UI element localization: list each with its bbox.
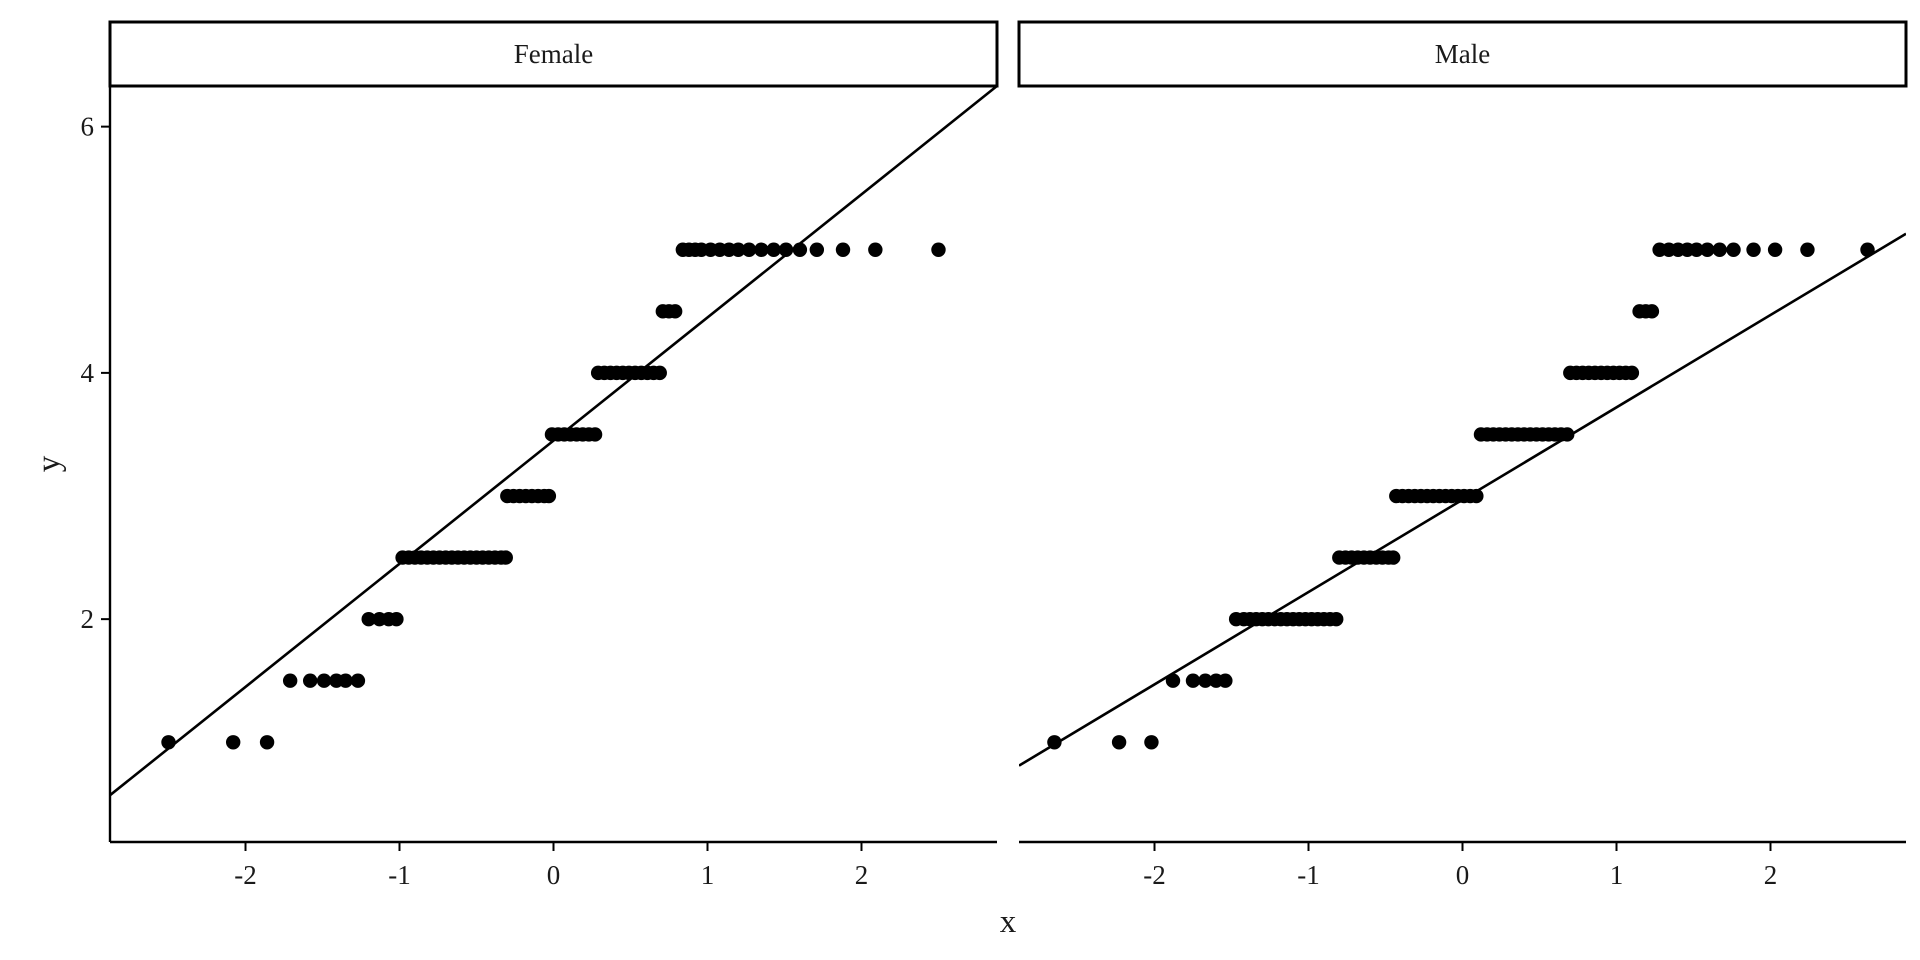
- strip-label: Male: [1435, 39, 1490, 69]
- data-point: [1111, 735, 1127, 750]
- y-tick-label: 4: [81, 358, 95, 388]
- data-point: [931, 242, 946, 257]
- x-axis-title: x: [1000, 904, 1017, 940]
- data-point: [766, 242, 781, 257]
- data-point: [1712, 242, 1727, 257]
- data-point: [161, 735, 176, 750]
- data-point: [389, 611, 404, 627]
- data-point: [1800, 242, 1815, 257]
- panel-male: Male -2 -1 0 1 2: [1017, 20, 1908, 890]
- data-point: [498, 550, 513, 565]
- data-point: [1218, 673, 1233, 688]
- data-point: [1726, 242, 1741, 257]
- data-point: [868, 242, 883, 257]
- data-point: [1165, 673, 1181, 688]
- data-point: [1469, 488, 1484, 504]
- data-point: [282, 673, 298, 688]
- data-point: [1329, 611, 1344, 627]
- data-point: [667, 304, 683, 319]
- data-point: [1644, 304, 1660, 319]
- data-point: [731, 242, 746, 257]
- data-point: [1860, 242, 1875, 257]
- data-point: [1185, 673, 1201, 688]
- data-point: [259, 735, 275, 750]
- strip-header: [108, 20, 999, 88]
- strip-header: [1017, 20, 1908, 88]
- x-tick-label: 2: [1764, 860, 1778, 890]
- data-point: [1386, 550, 1401, 565]
- data-point: [350, 673, 366, 688]
- data-point: [361, 611, 376, 627]
- data-point: [1689, 242, 1704, 257]
- x-tick-label: -1: [388, 860, 411, 890]
- x-tick-label: 0: [547, 860, 561, 890]
- y-tick-label: 2: [81, 604, 95, 634]
- data-point: [1560, 427, 1575, 442]
- data-point: [778, 242, 794, 257]
- panel-female: Female 2 4 6 -2 -1 0 1 2: [81, 20, 999, 890]
- y-tick-label: 6: [81, 112, 95, 142]
- data-point: [809, 242, 825, 257]
- data-point: [587, 427, 603, 442]
- data-point: [225, 735, 241, 750]
- data-point: [302, 673, 318, 688]
- data-points: [1047, 242, 1875, 750]
- strip-label: Female: [514, 39, 593, 69]
- data-point: [1767, 242, 1783, 257]
- x-tick-label: 1: [701, 860, 715, 890]
- data-point: [835, 242, 851, 257]
- data-point: [754, 242, 769, 257]
- data-point: [741, 242, 757, 257]
- y-axis-title: y: [31, 455, 67, 472]
- x-tick-label: -2: [1143, 860, 1166, 890]
- data-point: [1198, 673, 1213, 688]
- x-tick-label: -2: [234, 860, 257, 890]
- data-point: [1700, 242, 1715, 257]
- x-tick-label: -1: [1297, 860, 1320, 890]
- data-points: [161, 242, 946, 750]
- x-tick-label: 0: [1456, 860, 1470, 890]
- data-point: [338, 673, 353, 688]
- data-point: [1144, 735, 1159, 750]
- x-tick-label: 2: [855, 860, 869, 890]
- data-point: [316, 673, 332, 688]
- data-point: [541, 488, 557, 504]
- data-point: [1746, 242, 1761, 257]
- data-point: [792, 242, 808, 257]
- data-point: [1624, 365, 1640, 381]
- x-tick-label: 1: [1610, 860, 1624, 890]
- data-point: [1047, 735, 1062, 750]
- data-point: [652, 365, 667, 381]
- panels-layer: Female 2 4 6 -2 -1 0 1 2 Male -2 -1 0 1 2: [81, 20, 1908, 890]
